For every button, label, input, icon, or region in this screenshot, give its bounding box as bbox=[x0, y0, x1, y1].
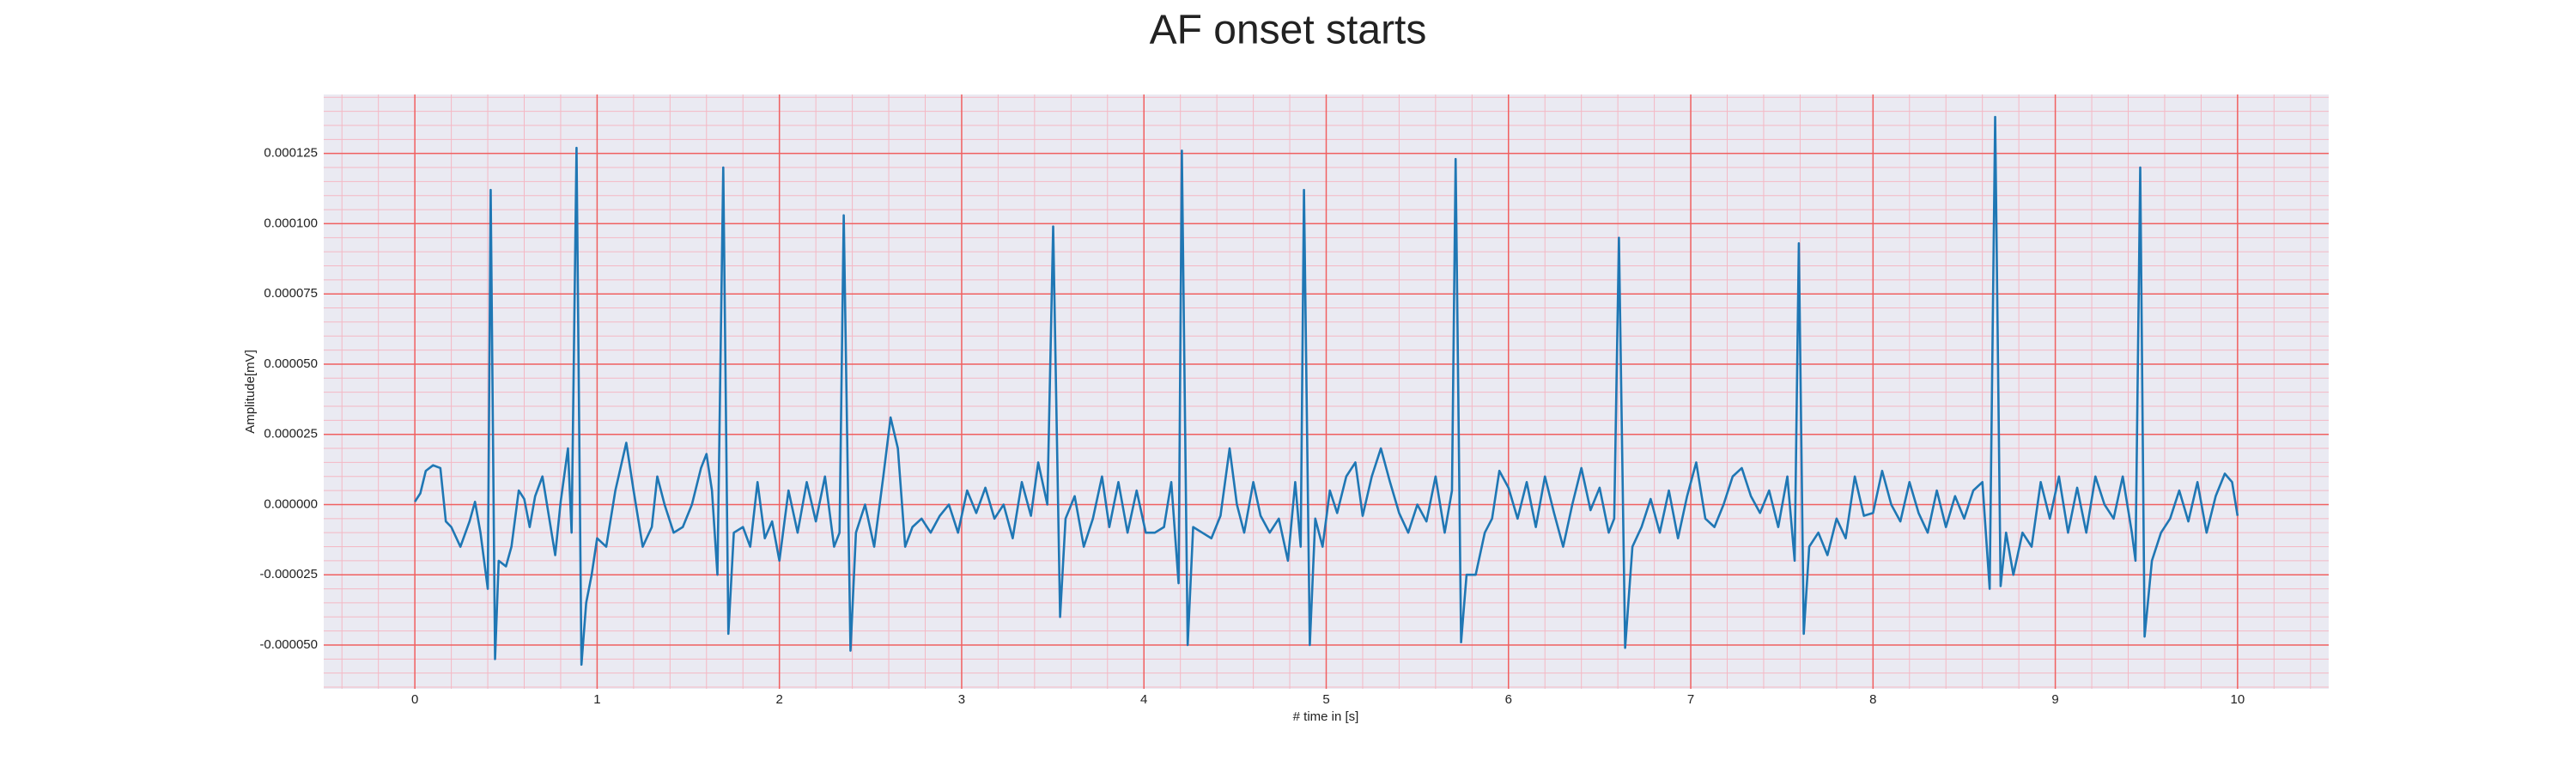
x-tick-label: 6 bbox=[1505, 692, 1512, 707]
y-tick-label: 0.000100 bbox=[264, 216, 318, 230]
y-tick-label: 0.000025 bbox=[264, 427, 318, 441]
x-tick-label: 1 bbox=[593, 692, 600, 707]
x-tick-label: 4 bbox=[1140, 692, 1147, 707]
y-tick-label: 0.000125 bbox=[264, 146, 318, 161]
y-tick-label: 0.000000 bbox=[264, 496, 318, 511]
x-tick-label: 7 bbox=[1687, 692, 1694, 707]
x-tick-label: 9 bbox=[2051, 692, 2058, 707]
y-tick-label: 0.000075 bbox=[264, 286, 318, 301]
y-tick-label: -0.000025 bbox=[259, 567, 318, 581]
y-tick-label: -0.000050 bbox=[259, 637, 318, 652]
y-axis-label: Amplitude[mV] bbox=[243, 350, 258, 434]
x-tick-label: 2 bbox=[776, 692, 783, 707]
ecg-line bbox=[414, 115, 2239, 666]
x-axis-label: # time in [s] bbox=[1293, 709, 1359, 724]
x-tick-label: 3 bbox=[958, 692, 965, 707]
x-tick-label: 0 bbox=[411, 692, 418, 707]
chart-title: AF onset starts bbox=[1150, 8, 1427, 53]
y-tick-label: 0.000050 bbox=[264, 356, 318, 371]
major-grid bbox=[324, 94, 2329, 689]
x-tick-label: 8 bbox=[1869, 692, 1876, 707]
x-tick-label: 10 bbox=[2231, 692, 2245, 707]
x-tick-label: 5 bbox=[1322, 692, 1329, 707]
